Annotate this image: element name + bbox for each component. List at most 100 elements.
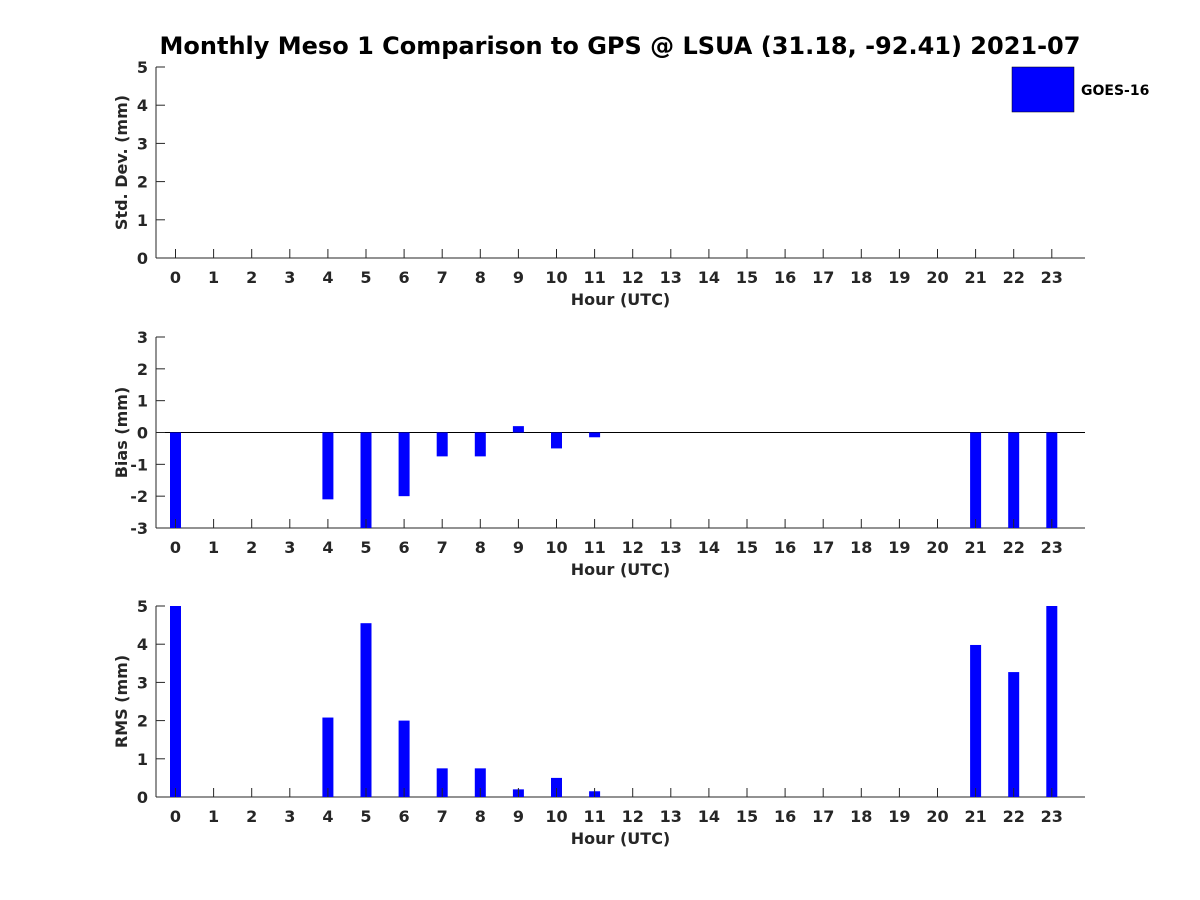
x-tick-label: 5 [360, 268, 371, 287]
x-tick-label: 11 [583, 268, 605, 287]
x-tick-label: 6 [399, 268, 410, 287]
bar-hour-7 [436, 432, 448, 457]
bar-hour-0 [170, 432, 181, 528]
y-tick-label: 0 [137, 788, 148, 807]
x-tick-label: 15 [736, 538, 758, 557]
bar-hour-10 [551, 777, 562, 797]
panels: 0 1 2 3 4 5 6 7 8 9 10 11 12 13 14 15 16 17 18 19 20 21 22 2301… [112, 58, 1085, 848]
x-tick-label: 8 [475, 538, 486, 557]
x-tick-label: 11 [583, 538, 605, 557]
x-tick-label: 16 [774, 538, 796, 557]
y-tick-label: -2 [130, 487, 148, 506]
x-tick-label: 6 [399, 807, 410, 826]
y-tick-label: 0 [137, 424, 148, 443]
x-tick-label: 7 [437, 807, 448, 826]
x-tick-label: 2 [246, 538, 257, 557]
bar-hour-9 [512, 426, 524, 433]
x-tick-label: 10 [545, 268, 567, 287]
y-tick-label: 2 [137, 360, 148, 379]
bar-hour-23 [1046, 432, 1058, 528]
y-tick-label: 1 [137, 392, 148, 411]
bar-hour-7 [436, 768, 448, 797]
x-tick-label: 1 [208, 807, 219, 826]
bar-hour-0 [170, 606, 181, 797]
x-tick-label: 2 [246, 807, 257, 826]
panel-1: 0 1 2 3 4 5 6 7 8 9 10 11 12 13 14 15 16 17 18 19 20 21 22 2301… [112, 58, 1085, 309]
x-tick-label: 3 [284, 807, 295, 826]
x-tick-label: 16 [774, 807, 796, 826]
y-axis-label: Bias (mm) [112, 387, 131, 479]
x-tick-label: 5 [360, 807, 371, 826]
x-tick-label: 19 [888, 268, 910, 287]
y-axis-label: RMS (mm) [112, 655, 131, 748]
x-tick-label: 8 [475, 807, 486, 826]
x-tick-label: 15 [736, 807, 758, 826]
x-tick-label: 20 [926, 538, 948, 557]
bar-hour-5 [360, 432, 372, 528]
x-tick-label: 22 [1003, 807, 1025, 826]
x-tick-label: 4 [322, 807, 333, 826]
x-tick-label: 14 [698, 538, 720, 557]
x-tick-label: 17 [812, 268, 834, 287]
bar-hour-22 [1008, 432, 1020, 528]
x-tick-label: 11 [583, 807, 605, 826]
y-tick-label: -1 [130, 455, 148, 474]
x-tick-label: 13 [660, 268, 682, 287]
x-tick-label: 0 [170, 268, 181, 287]
x-tick-label: 14 [698, 807, 720, 826]
x-axis-label: Hour (UTC) [571, 290, 671, 309]
y-tick-label: 0 [137, 249, 148, 268]
y-tick-label: 5 [137, 58, 148, 77]
x-tick-label: 3 [284, 538, 295, 557]
x-tick-label: 4 [322, 538, 333, 557]
y-tick-label: -3 [130, 519, 148, 538]
x-tick-label: 9 [513, 807, 524, 826]
x-tick-label: 0 [170, 807, 181, 826]
x-tick-label: 17 [812, 807, 834, 826]
x-tick-label: 22 [1003, 538, 1025, 557]
x-tick-label: 10 [545, 538, 567, 557]
y-tick-label: 3 [137, 673, 148, 692]
chart-title: Monthly Meso 1 Comparison to GPS @ LSUA … [160, 32, 1081, 60]
x-tick-label: 23 [1041, 538, 1063, 557]
x-tick-label: 22 [1003, 268, 1025, 287]
y-tick-label: 3 [137, 134, 148, 153]
x-tick-label: 10 [545, 807, 567, 826]
bar-hour-21 [970, 432, 982, 528]
bar-hour-8 [474, 432, 486, 457]
legend-label: GOES-16 [1081, 83, 1149, 99]
x-tick-label: 13 [660, 538, 682, 557]
x-tick-label: 18 [850, 268, 872, 287]
x-tick-label: 8 [475, 268, 486, 287]
bar-hour-5 [360, 623, 372, 797]
x-tick-label: 3 [284, 268, 295, 287]
bar-hour-21 [970, 644, 982, 797]
x-tick-label: 1 [208, 538, 219, 557]
y-tick-label: 1 [137, 750, 148, 769]
x-tick-label: 18 [850, 807, 872, 826]
y-tick-label: 4 [137, 96, 148, 115]
x-tick-label: 2 [246, 268, 257, 287]
x-tick-label: 12 [622, 268, 644, 287]
x-tick-label: 20 [926, 807, 948, 826]
bar-hour-6 [398, 720, 410, 797]
x-tick-label: 18 [850, 538, 872, 557]
panel-2: 0 1 2 3 4 5 6 7 8 9 10 11 12 13 14 15 16 17 18 19 20 21 22 23-3… [112, 328, 1085, 579]
legend: GOES-16 [1011, 66, 1149, 113]
bar-hour-22 [1008, 672, 1020, 797]
y-axis-label: Std. Dev. (mm) [112, 95, 131, 230]
y-tick-label: 2 [137, 173, 148, 192]
bar-hour-11 [589, 432, 601, 438]
x-tick-label: 20 [926, 268, 948, 287]
x-tick-label: 19 [888, 538, 910, 557]
x-tick-label: 16 [774, 268, 796, 287]
x-tick-label: 23 [1041, 807, 1063, 826]
x-tick-label: 23 [1041, 268, 1063, 287]
bar-hour-4 [322, 432, 334, 500]
y-tick-label: 3 [137, 328, 148, 347]
x-tick-label: 17 [812, 538, 834, 557]
panel-3: 0 1 2 3 4 5 6 7 8 9 10 11 12 13 14 15 16 17 18 19 20 21 22 2301… [112, 597, 1085, 848]
x-tick-label: 19 [888, 807, 910, 826]
x-tick-label: 9 [513, 538, 524, 557]
